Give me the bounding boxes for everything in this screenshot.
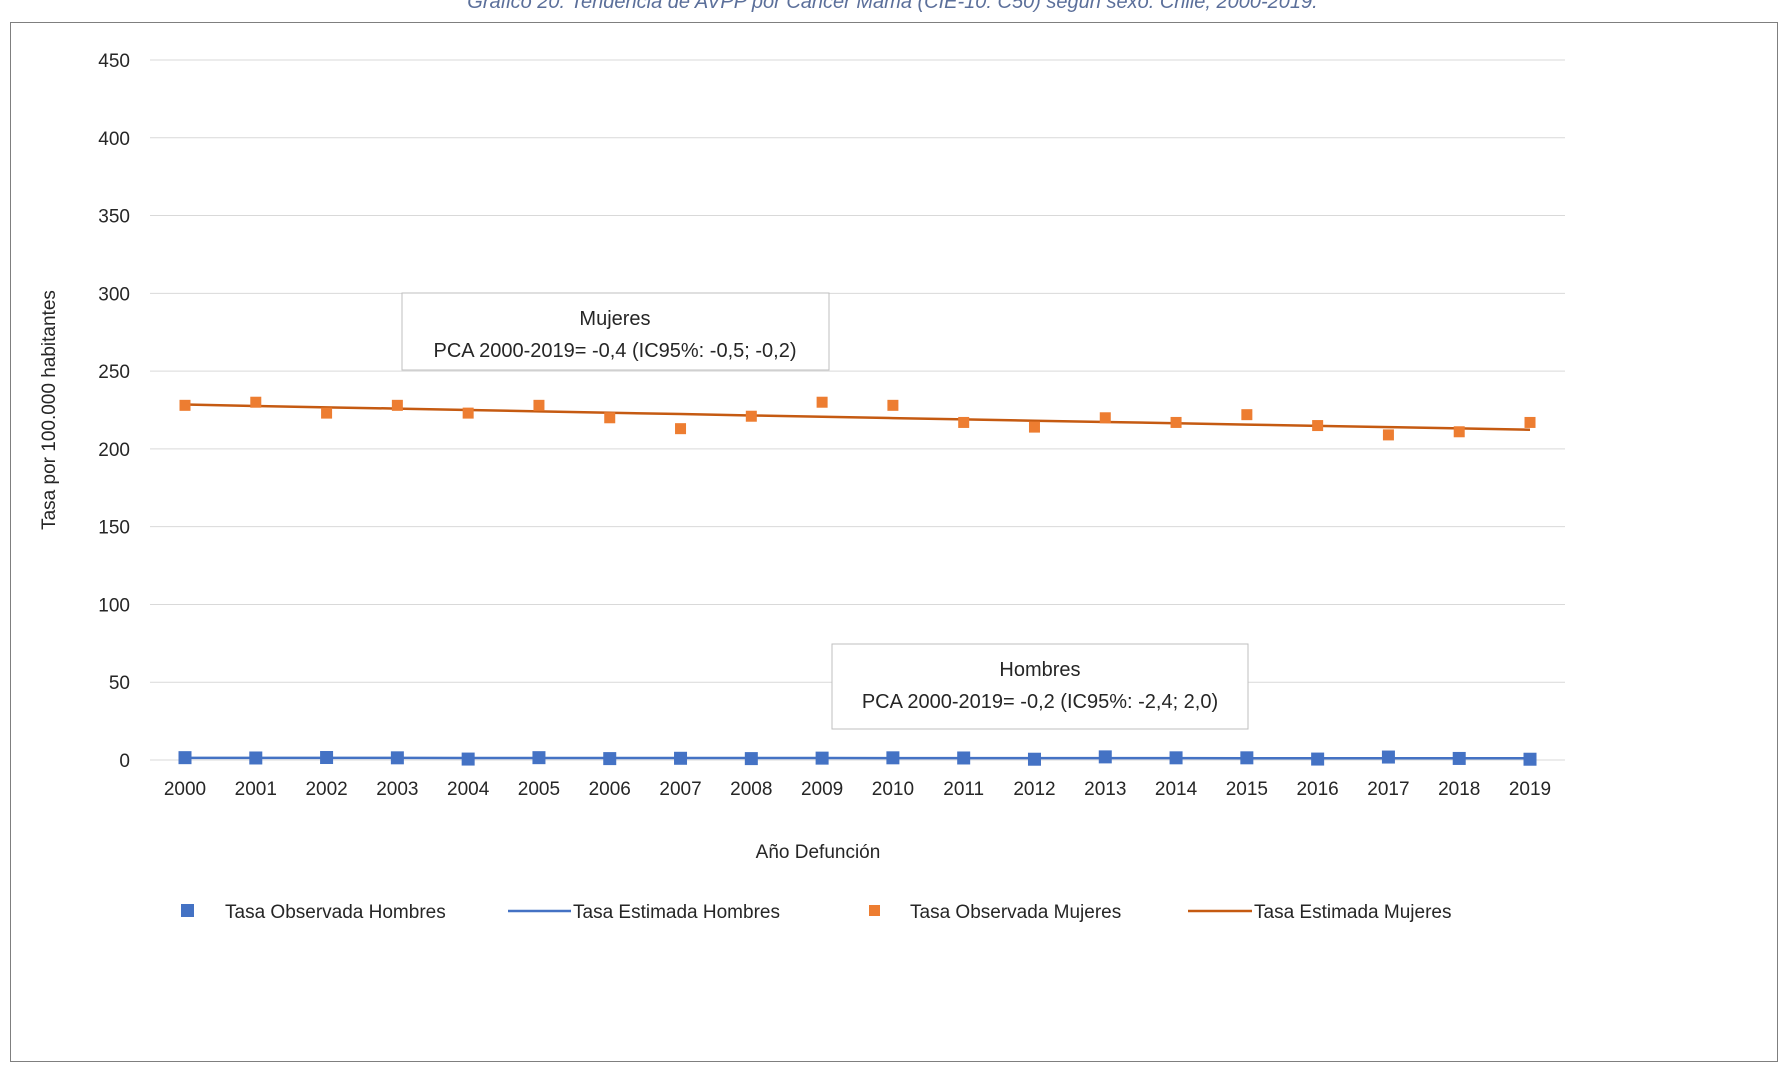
y-tick-label: 200 — [98, 440, 130, 461]
y-tick-label: 50 — [109, 673, 130, 694]
data-point — [744, 752, 758, 766]
x-tick-label: 2019 — [1509, 779, 1551, 800]
legend-label: Tasa Observada Mujeres — [910, 902, 1121, 923]
x-tick-label: 2017 — [1367, 779, 1409, 800]
legend-square-blue-icon — [181, 904, 194, 917]
x-tick-label: 2013 — [1084, 779, 1126, 800]
y-tick-label: 150 — [98, 518, 130, 539]
annotation-hombres-box — [831, 643, 1249, 730]
data-point — [887, 399, 899, 411]
annotation-hombres-line2: PCA 2000-2019= -0,2 (IC95%: -2,4; 2,0) — [862, 691, 1218, 713]
data-point — [674, 751, 688, 765]
data-point — [816, 396, 828, 408]
data-point — [250, 396, 262, 408]
x-tick-label: 2011 — [943, 779, 984, 800]
x-tick-label: 2014 — [1155, 779, 1198, 800]
data-point — [1311, 752, 1325, 766]
annotation-mujeres: Mujeres PCA 2000-2019= -0,4 (IC95%: -0,5… — [401, 292, 830, 371]
data-point — [462, 407, 474, 419]
x-tick-label: 2006 — [589, 779, 631, 800]
x-tick-label: 2000 — [164, 779, 206, 800]
data-point — [320, 751, 334, 765]
data-point — [957, 751, 971, 765]
data-point — [532, 751, 546, 765]
data-point — [815, 751, 829, 765]
y-tick-label: 450 — [98, 51, 130, 72]
y-axis-title: Tasa por 100.000 habitantes — [39, 290, 60, 530]
data-point — [1098, 750, 1112, 764]
data-point — [533, 399, 545, 411]
trend-line — [184, 403, 1531, 432]
data-point — [958, 416, 970, 428]
legend-label: Tasa Observada Hombres — [225, 902, 446, 923]
chart-frame — [10, 22, 1778, 1062]
legend-item-estimada-mujeres: Tasa Estimada Mujeres — [1188, 902, 1451, 923]
legend-item-observada-mujeres: Tasa Observada Mujeres — [869, 902, 1121, 923]
data-point — [603, 752, 617, 766]
y-tick-label: 300 — [98, 284, 130, 305]
x-tick-label: 2003 — [376, 779, 418, 800]
data-point — [1170, 416, 1182, 428]
observed-points — [178, 396, 1537, 766]
x-tick-label: 2001 — [235, 779, 277, 800]
data-point — [390, 751, 404, 765]
y-tick-label: 400 — [98, 129, 130, 150]
data-point — [1240, 751, 1254, 765]
chart-title: Gráfico 20. Tendencia de AVPP por Cáncer… — [467, 0, 1318, 13]
y-axis-ticks: 0 50 100 150 200 250 300 350 400 450 — [98, 51, 130, 772]
annotation-mujeres-line2: PCA 2000-2019= -0,4 (IC95%: -0,5; -0,2) — [434, 340, 797, 362]
data-point — [1241, 409, 1253, 421]
annotation-mujeres-box — [401, 292, 830, 371]
legend-square-orange-icon — [869, 905, 880, 916]
x-tick-label: 2018 — [1438, 779, 1480, 800]
data-point — [1099, 412, 1111, 424]
legend-item-observada-hombres: Tasa Observada Hombres — [181, 902, 446, 923]
x-tick-label: 2002 — [305, 779, 347, 800]
annotation-hombres: Hombres PCA 2000-2019= -0,2 (IC95%: -2,4… — [831, 643, 1249, 730]
data-point — [179, 399, 191, 411]
data-point — [1524, 416, 1536, 428]
data-point — [1028, 421, 1040, 433]
x-tick-label: 2012 — [1013, 779, 1055, 800]
data-point — [675, 423, 687, 435]
x-tick-label: 2005 — [518, 779, 560, 800]
data-point — [1169, 751, 1183, 765]
data-point — [604, 412, 616, 424]
trend-lines — [184, 403, 1531, 760]
x-axis-ticks: 2000 2001 2002 2003 2004 2005 2006 2007 2008 2009… — [164, 779, 1551, 800]
data-point — [1312, 420, 1324, 432]
x-tick-label: 2008 — [730, 779, 772, 800]
data-point — [886, 751, 900, 765]
x-tick-label: 2004 — [447, 779, 490, 800]
data-point — [1523, 752, 1537, 766]
data-point — [1381, 750, 1395, 764]
data-point — [745, 410, 757, 422]
y-tick-label: 350 — [98, 207, 130, 228]
legend-item-estimada-hombres: Tasa Estimada Hombres — [508, 902, 780, 923]
y-tick-label: 250 — [98, 362, 130, 383]
data-point — [1382, 429, 1394, 441]
data-point — [1453, 426, 1465, 438]
x-tick-label: 2015 — [1226, 779, 1268, 800]
data-point — [1027, 752, 1041, 766]
x-tick-label: 2009 — [801, 779, 843, 800]
x-tick-label: 2016 — [1296, 779, 1338, 800]
data-point — [1452, 751, 1466, 765]
x-tick-label: 2010 — [872, 779, 914, 800]
legend-label: Tasa Estimada Mujeres — [1254, 902, 1451, 923]
data-point — [461, 752, 475, 766]
y-tick-label: 0 — [119, 751, 130, 772]
annotation-mujeres-line1: Mujeres — [579, 308, 650, 330]
legend: Tasa Observada Hombres Tasa Estimada Hom… — [181, 902, 1451, 923]
x-axis-title: Año Defunción — [756, 842, 881, 863]
legend-label: Tasa Estimada Hombres — [573, 902, 780, 923]
data-point — [391, 399, 403, 411]
data-point — [321, 407, 333, 419]
y-tick-label: 100 — [98, 595, 130, 616]
x-tick-label: 2007 — [659, 779, 701, 800]
annotation-hombres-line1: Hombres — [999, 659, 1080, 681]
data-point — [249, 751, 263, 765]
data-point — [178, 751, 192, 765]
